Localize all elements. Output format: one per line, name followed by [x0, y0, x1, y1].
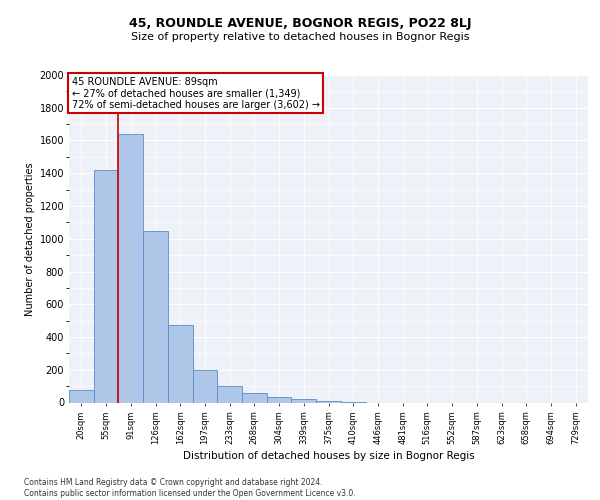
Bar: [94, 170, 118, 402]
Bar: [292, 399, 316, 402]
Bar: [217, 386, 242, 402]
Bar: [267, 397, 292, 402]
Bar: [69, 390, 94, 402]
Text: Contains HM Land Registry data © Crown copyright and database right 2024.
Contai: Contains HM Land Registry data © Crown c…: [24, 478, 356, 498]
Bar: [242, 392, 267, 402]
Bar: [143, 230, 168, 402]
Bar: [168, 324, 193, 402]
Text: 45, ROUNDLE AVENUE, BOGNOR REGIS, PO22 8LJ: 45, ROUNDLE AVENUE, BOGNOR REGIS, PO22 8…: [129, 18, 471, 30]
Y-axis label: Number of detached properties: Number of detached properties: [25, 162, 35, 316]
Bar: [118, 134, 143, 402]
Bar: [193, 370, 217, 402]
Bar: [316, 401, 341, 402]
Text: 45 ROUNDLE AVENUE: 89sqm
← 27% of detached houses are smaller (1,349)
72% of sem: 45 ROUNDLE AVENUE: 89sqm ← 27% of detach…: [71, 76, 320, 110]
X-axis label: Distribution of detached houses by size in Bognor Regis: Distribution of detached houses by size …: [182, 451, 475, 461]
Text: Size of property relative to detached houses in Bognor Regis: Size of property relative to detached ho…: [131, 32, 469, 42]
